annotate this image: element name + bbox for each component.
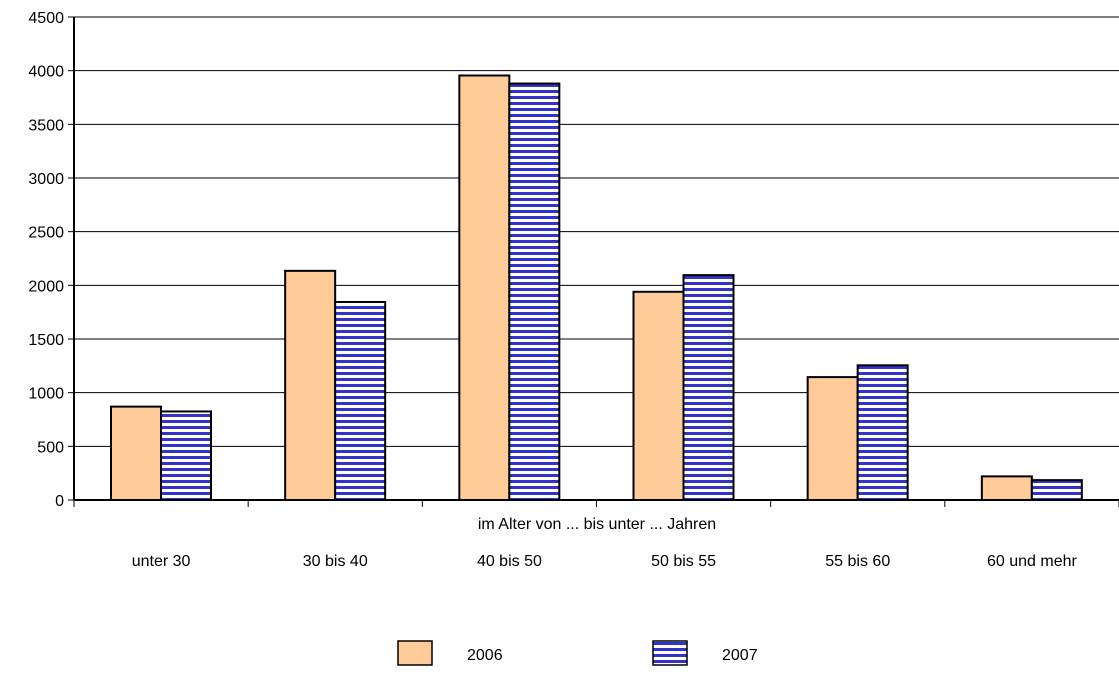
y-tick-label: 1000 bbox=[28, 386, 64, 403]
legend: 2006 2007 bbox=[397, 640, 758, 666]
x-tick-label: 60 und mehr bbox=[987, 553, 1078, 570]
y-tick-label: 4500 bbox=[28, 10, 64, 27]
gridlines bbox=[74, 16, 1119, 447]
bars bbox=[110, 74, 1083, 502]
bar-2007-55-bis-60 bbox=[856, 364, 909, 501]
x-tick-label: 50 bis 55 bbox=[651, 553, 716, 570]
bar-2007-60-und-mehr bbox=[1030, 479, 1083, 502]
bar-2006-40-bis-50 bbox=[458, 74, 511, 501]
bar-2006-55-bis-60 bbox=[806, 376, 859, 501]
legend-swatch-2007 bbox=[652, 640, 688, 666]
bar-2007-30-bis-40 bbox=[334, 300, 387, 501]
bar-2006-60-und-mehr bbox=[980, 475, 1033, 501]
y-tick-label: 0 bbox=[55, 493, 64, 510]
bar-2006-30-bis-40 bbox=[284, 269, 337, 501]
x-axis-label: im Alter von ... bis unter ... Jahren bbox=[478, 516, 716, 533]
x-tick-label: 40 bis 50 bbox=[477, 553, 542, 570]
x-tick-label: 55 bis 60 bbox=[825, 553, 890, 570]
bar-2006-unter-30 bbox=[110, 405, 162, 501]
legend-label-2006: 2006 bbox=[467, 647, 503, 664]
bar-2007-unter-30 bbox=[160, 410, 212, 502]
bar-2007-50-bis-55 bbox=[682, 274, 735, 501]
bar-2007-40-bis-50 bbox=[508, 82, 561, 502]
y-tick-label: 1500 bbox=[28, 332, 64, 349]
legend-label-2007: 2007 bbox=[722, 647, 758, 664]
y-tick-label: 4000 bbox=[28, 64, 64, 81]
y-tick-label: 3000 bbox=[28, 171, 64, 188]
y-tick-label: 500 bbox=[37, 439, 64, 456]
y-tick-label: 2500 bbox=[28, 225, 64, 242]
x-tick-label: unter 30 bbox=[132, 553, 191, 570]
x-tick-labels: unter 30 30 bis 40 40 bis 50 50 bis 55 55 bi… bbox=[132, 553, 1078, 570]
x-tick-label: 30 bis 40 bbox=[303, 553, 368, 570]
y-tick-labels: 0 500 1000 1500 2000 2500 3000 3500 4000 4500 bbox=[28, 10, 64, 510]
bar-2006-50-bis-55 bbox=[632, 290, 685, 502]
y-tick-label: 2000 bbox=[28, 278, 64, 295]
y-tick-label: 3500 bbox=[28, 117, 64, 134]
legend-swatch-2006 bbox=[397, 640, 433, 666]
axes bbox=[68, 16, 1119, 507]
